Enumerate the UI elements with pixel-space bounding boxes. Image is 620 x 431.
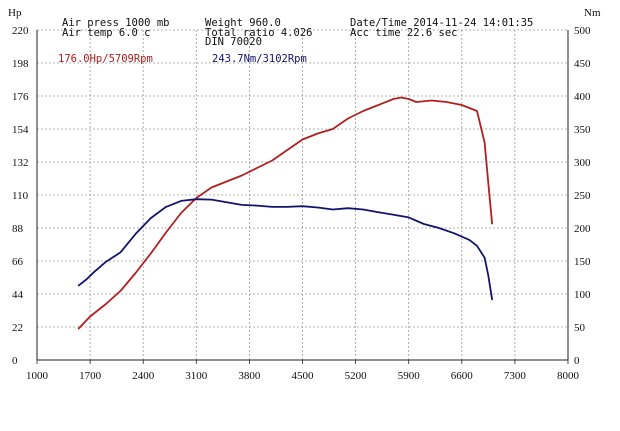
y-left-tick-label: 132 [12,157,29,169]
weight-text: Weight 960.0 [205,17,281,29]
y-left-tick-label: 44 [12,289,24,301]
y-right-tick-label: 500 [574,25,591,37]
y-right-tick-label: 0 [574,355,580,367]
y-left-tick-label: 220 [12,25,29,37]
y-left-tick-label: 176 [12,91,29,103]
y-left-tick-label: 0 [12,355,18,367]
y-right-tick-label: 100 [574,289,591,301]
axes [36,30,569,364]
acc-time-text: Acc time 22.6 sec [350,27,457,39]
air-press-text: Air press 1000 mb [62,17,169,29]
y-left-unit: Hp [8,7,22,19]
grid [37,29,568,360]
x-tick-label: 5900 [398,370,421,382]
y-right-tick-label: 450 [574,58,591,70]
x-tick-label: 1000 [26,370,49,382]
total-ratio-text: Total ratio 4.026 [205,27,312,39]
x-tick-label: 3100 [185,370,208,382]
y-left-tick-label: 66 [12,256,24,268]
power-series-line [77,96,494,330]
y-right-tick-label: 400 [574,91,591,103]
air-temp-text: Air temp 6.0 c [62,27,151,39]
torque-series-line [77,198,494,301]
y-right-tick-label: 50 [574,322,586,334]
y-right-tick-label: 300 [574,157,591,169]
y-right-tick-label: 250 [574,190,591,202]
datetime-text: Date/Time 2014-11-24 14:01:35 [350,17,533,29]
y-right-tick-label: 200 [574,223,591,235]
x-tick-label: 2400 [132,370,155,382]
y-left-tick-label: 110 [12,190,29,202]
torque-peak-label: 243.7Nm/3102Rpm [212,53,307,65]
tick-labels: 1000 1700 2400 3100 3800 4500 5200 5900 6600 7300… [12,25,591,382]
x-tick-label: 3800 [238,370,261,382]
y-left-tick-label: 88 [12,223,24,235]
y-right-tick-label: 350 [574,124,591,136]
y-right-unit: Nm [584,7,601,19]
x-tick-label: 8000 [557,370,580,382]
series-group [77,96,494,330]
power-peak-label: 176.0Hp/5709Rpm [58,53,153,65]
x-tick-label: 5200 [345,370,368,382]
y-left-tick-label: 198 [12,58,29,70]
y-right-tick-label: 150 [574,256,591,268]
din-text: DIN 70020 [205,36,262,48]
x-tick-label: 7300 [504,370,527,382]
x-tick-label: 1700 [79,370,102,382]
x-tick-label: 6600 [451,370,474,382]
y-left-tick-label: 154 [12,124,29,136]
y-left-tick-label: 22 [12,322,23,334]
x-tick-label: 4500 [292,370,315,382]
